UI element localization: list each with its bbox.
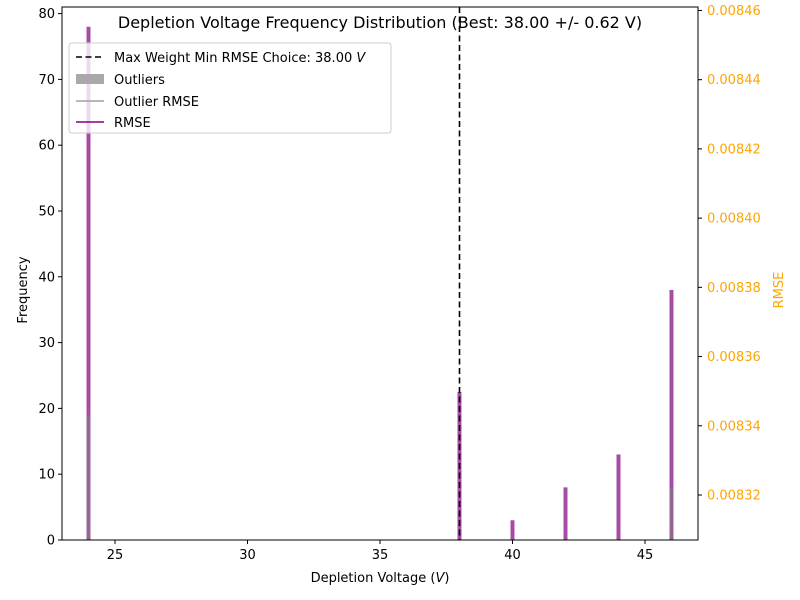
y-tick-label-70: 70 bbox=[38, 73, 55, 88]
y-tick-label-60: 60 bbox=[38, 139, 55, 154]
legend-rmse-label: RMSE bbox=[114, 116, 151, 131]
bar-rmse-3 bbox=[563, 487, 568, 540]
bar-rmse-4 bbox=[616, 454, 621, 540]
right-y-tick-label-4: 0.00840 bbox=[707, 212, 761, 227]
right-y-axis-label: RMSE bbox=[772, 272, 787, 309]
bar-outliers-1 bbox=[669, 487, 674, 540]
right-y-tick-label-0: 0.00832 bbox=[707, 489, 761, 504]
legend-best-line-label: Max Weight Min RMSE Choice: 38.00 V bbox=[114, 51, 366, 66]
legend-outlier-rmse-label: Outlier RMSE bbox=[114, 95, 199, 110]
y-axis-label: Frequency bbox=[16, 256, 31, 323]
legend-outliers-label: Outliers bbox=[114, 73, 165, 88]
y-tick-label-50: 50 bbox=[38, 204, 55, 219]
bar-rmse-2 bbox=[510, 520, 515, 540]
y-tick-label-80: 80 bbox=[38, 7, 55, 22]
x-tick-label-35: 35 bbox=[372, 548, 389, 563]
right-y-tick-label-2: 0.00836 bbox=[707, 350, 761, 365]
y-tick-label-10: 10 bbox=[38, 468, 55, 483]
bar-rmse-0 bbox=[86, 26, 91, 541]
right-y-tick-label-7: 0.00846 bbox=[707, 4, 761, 19]
x-axis-label: Depletion Voltage (V) bbox=[311, 571, 450, 586]
right-y-tick-label-6: 0.00844 bbox=[707, 73, 761, 88]
y-tick-label-30: 30 bbox=[38, 336, 55, 351]
y-tick-label-20: 20 bbox=[38, 402, 55, 417]
x-tick-label-30: 30 bbox=[239, 548, 256, 563]
legend: Max Weight Min RMSE Choice: 38.00 V Outl… bbox=[68, 42, 392, 134]
bar-rmse-5 bbox=[669, 289, 674, 540]
legend-outliers-swatch bbox=[76, 74, 104, 84]
y-tick-label-40: 40 bbox=[38, 270, 55, 285]
x-tick-label-40: 40 bbox=[504, 548, 521, 563]
y-tick-label-0: 0 bbox=[47, 534, 55, 549]
left-axis-ticks: 0 10 20 30 40 50 60 70 80 bbox=[38, 7, 62, 549]
bar-outliers-0 bbox=[86, 414, 91, 540]
legend-box bbox=[68, 42, 392, 134]
x-tick-label-25: 25 bbox=[107, 548, 124, 563]
chart-title: Depletion Voltage Frequency Distribution… bbox=[118, 13, 642, 32]
x-axis-ticks: 25 30 35 40 45 bbox=[107, 540, 654, 563]
right-y-tick-label-5: 0.00842 bbox=[707, 142, 761, 157]
x-tick-label-45: 45 bbox=[637, 548, 654, 563]
right-y-tick-label-1: 0.00834 bbox=[707, 419, 761, 434]
right-axis-ticks: 0.00832 0.00834 0.00836 0.00838 0.00840 0.008… bbox=[698, 4, 761, 504]
right-y-tick-label-3: 0.00838 bbox=[707, 281, 761, 296]
